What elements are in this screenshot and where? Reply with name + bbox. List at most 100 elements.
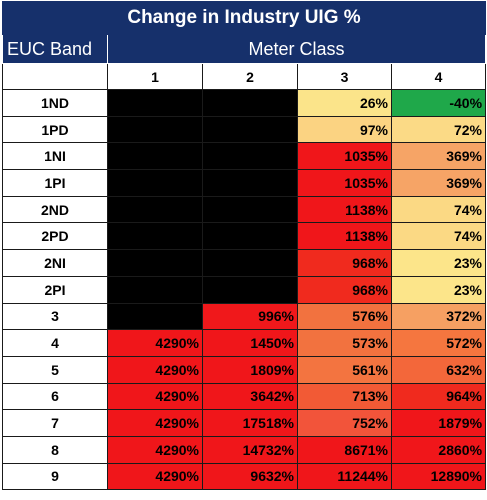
value-cell: 3642% — [202, 382, 298, 411]
blank-cell — [107, 195, 203, 224]
euc-band-header: EUC Band — [2, 34, 108, 64]
value-cell: 1809% — [202, 355, 298, 384]
row-label: 2ND — [2, 195, 108, 224]
column-header-3: 3 — [297, 63, 392, 90]
value-cell: 4290% — [107, 355, 203, 384]
value-cell: 26% — [297, 89, 392, 117]
value-cell: 1035% — [297, 142, 392, 171]
blank-cell — [202, 275, 298, 304]
value-cell: 1035% — [297, 169, 392, 197]
value-cell: 23% — [390, 275, 487, 304]
table-row: 2PI 968% 23% — [2, 275, 487, 304]
row-label: 2PI — [2, 275, 108, 304]
value-cell: 1450% — [202, 329, 298, 357]
blank-cell — [107, 142, 203, 171]
value-cell: 2860% — [390, 435, 487, 464]
row-label: 1ND — [2, 89, 108, 117]
table-row: 3 996% 576% 372% — [2, 302, 487, 331]
table-row: 6 4290% 3642% 713% 964% — [2, 382, 487, 411]
value-cell: 4290% — [107, 409, 203, 437]
column-header-2: 2 — [202, 63, 298, 90]
table-row: 1NI 1035% 369% — [2, 142, 487, 171]
value-cell: 8671% — [297, 435, 392, 464]
row-label: 1NI — [2, 142, 108, 171]
value-cell: 996% — [202, 302, 298, 331]
blank-cell — [107, 302, 203, 331]
value-cell: 4290% — [107, 435, 203, 464]
value-cell: 573% — [297, 329, 392, 357]
value-cell: 964% — [390, 382, 487, 411]
row-label: 1PD — [2, 115, 108, 144]
table-row: 2ND 1138% 74% — [2, 195, 487, 224]
value-cell: 74% — [390, 222, 487, 251]
uig-change-table: Change in Industry UIG % EUC Band Meter … — [1, 1, 487, 491]
value-cell: 74% — [390, 195, 487, 224]
table-row: 4 4290% 1450% 573% 572% — [2, 329, 487, 357]
value-cell: 632% — [390, 355, 487, 384]
value-cell: 9632% — [202, 462, 298, 491]
blank-cell — [202, 249, 298, 277]
value-cell: -40% — [390, 89, 487, 117]
blank-cell — [202, 142, 298, 171]
row-label: 8 — [2, 435, 108, 464]
table-row: 2NI 968% 23% — [2, 249, 487, 277]
column-header-4: 4 — [390, 63, 487, 90]
blank-cell — [202, 169, 298, 197]
blank-cell — [107, 249, 203, 277]
blank-cell — [202, 89, 298, 117]
row-label: 1PI — [2, 169, 108, 197]
blank-cell — [202, 222, 298, 251]
blank-cell — [107, 222, 203, 251]
value-cell: 561% — [297, 355, 392, 384]
row-label: 2PD — [2, 222, 108, 251]
value-cell: 369% — [390, 142, 487, 171]
value-cell: 372% — [390, 302, 487, 331]
table-row: 1ND 26% -40% — [2, 89, 487, 117]
title-row: Change in Industry UIG % — [1, 1, 487, 35]
row-label: 3 — [2, 302, 108, 331]
row-label: 5 — [2, 355, 108, 384]
value-cell: 752% — [297, 409, 392, 437]
value-cell: 97% — [297, 115, 392, 144]
value-cell: 968% — [297, 249, 392, 277]
column-header-1: 1 — [107, 63, 203, 90]
blank-cell — [107, 115, 203, 144]
table-row: 1PI 1035% 369% — [2, 169, 487, 197]
value-cell: 17518% — [202, 409, 298, 437]
value-cell: 968% — [297, 275, 392, 304]
table-row: 9 4290% 9632% 11244% 12890% — [2, 462, 487, 491]
table-row: 2PD 1138% 74% — [2, 222, 487, 251]
value-cell: 1138% — [297, 222, 392, 251]
blank-cell — [202, 115, 298, 144]
table-row: 5 4290% 1809% 561% 632% — [2, 355, 487, 384]
value-cell: 1879% — [390, 409, 487, 437]
value-cell: 4290% — [107, 462, 203, 491]
table-title: Change in Industry UIG % — [1, 1, 487, 35]
value-cell: 4290% — [107, 382, 203, 411]
value-cell: 14732% — [202, 435, 298, 464]
value-cell: 4290% — [107, 329, 203, 357]
blank-cell — [107, 89, 203, 117]
value-cell: 11244% — [297, 462, 392, 491]
row-label: 4 — [2, 329, 108, 357]
value-cell: 572% — [390, 329, 487, 357]
group-header-row: EUC Band Meter Class — [2, 34, 487, 64]
row-label: 6 — [2, 382, 108, 411]
value-cell: 23% — [390, 249, 487, 277]
value-cell: 713% — [297, 382, 392, 411]
table-row: 8 4290% 14732% 8671% 2860% — [2, 435, 487, 464]
row-label: 9 — [2, 462, 108, 491]
blank-cell — [107, 169, 203, 197]
row-label: 2NI — [2, 249, 108, 277]
value-cell: 1138% — [297, 195, 392, 224]
table-body: 1ND 26% -40% 1PD 97% 72% 1NI 1035% 369% 1PI 1035% 3… — [2, 89, 487, 491]
value-cell: 72% — [390, 115, 487, 144]
blank-cell — [202, 195, 298, 224]
row-label: 7 — [2, 409, 108, 437]
corner-cell — [2, 63, 108, 90]
value-cell: 369% — [390, 169, 487, 197]
blank-cell — [107, 275, 203, 304]
table-row: 1PD 97% 72% — [2, 115, 487, 144]
column-header-row: 1 2 3 4 — [2, 63, 487, 90]
